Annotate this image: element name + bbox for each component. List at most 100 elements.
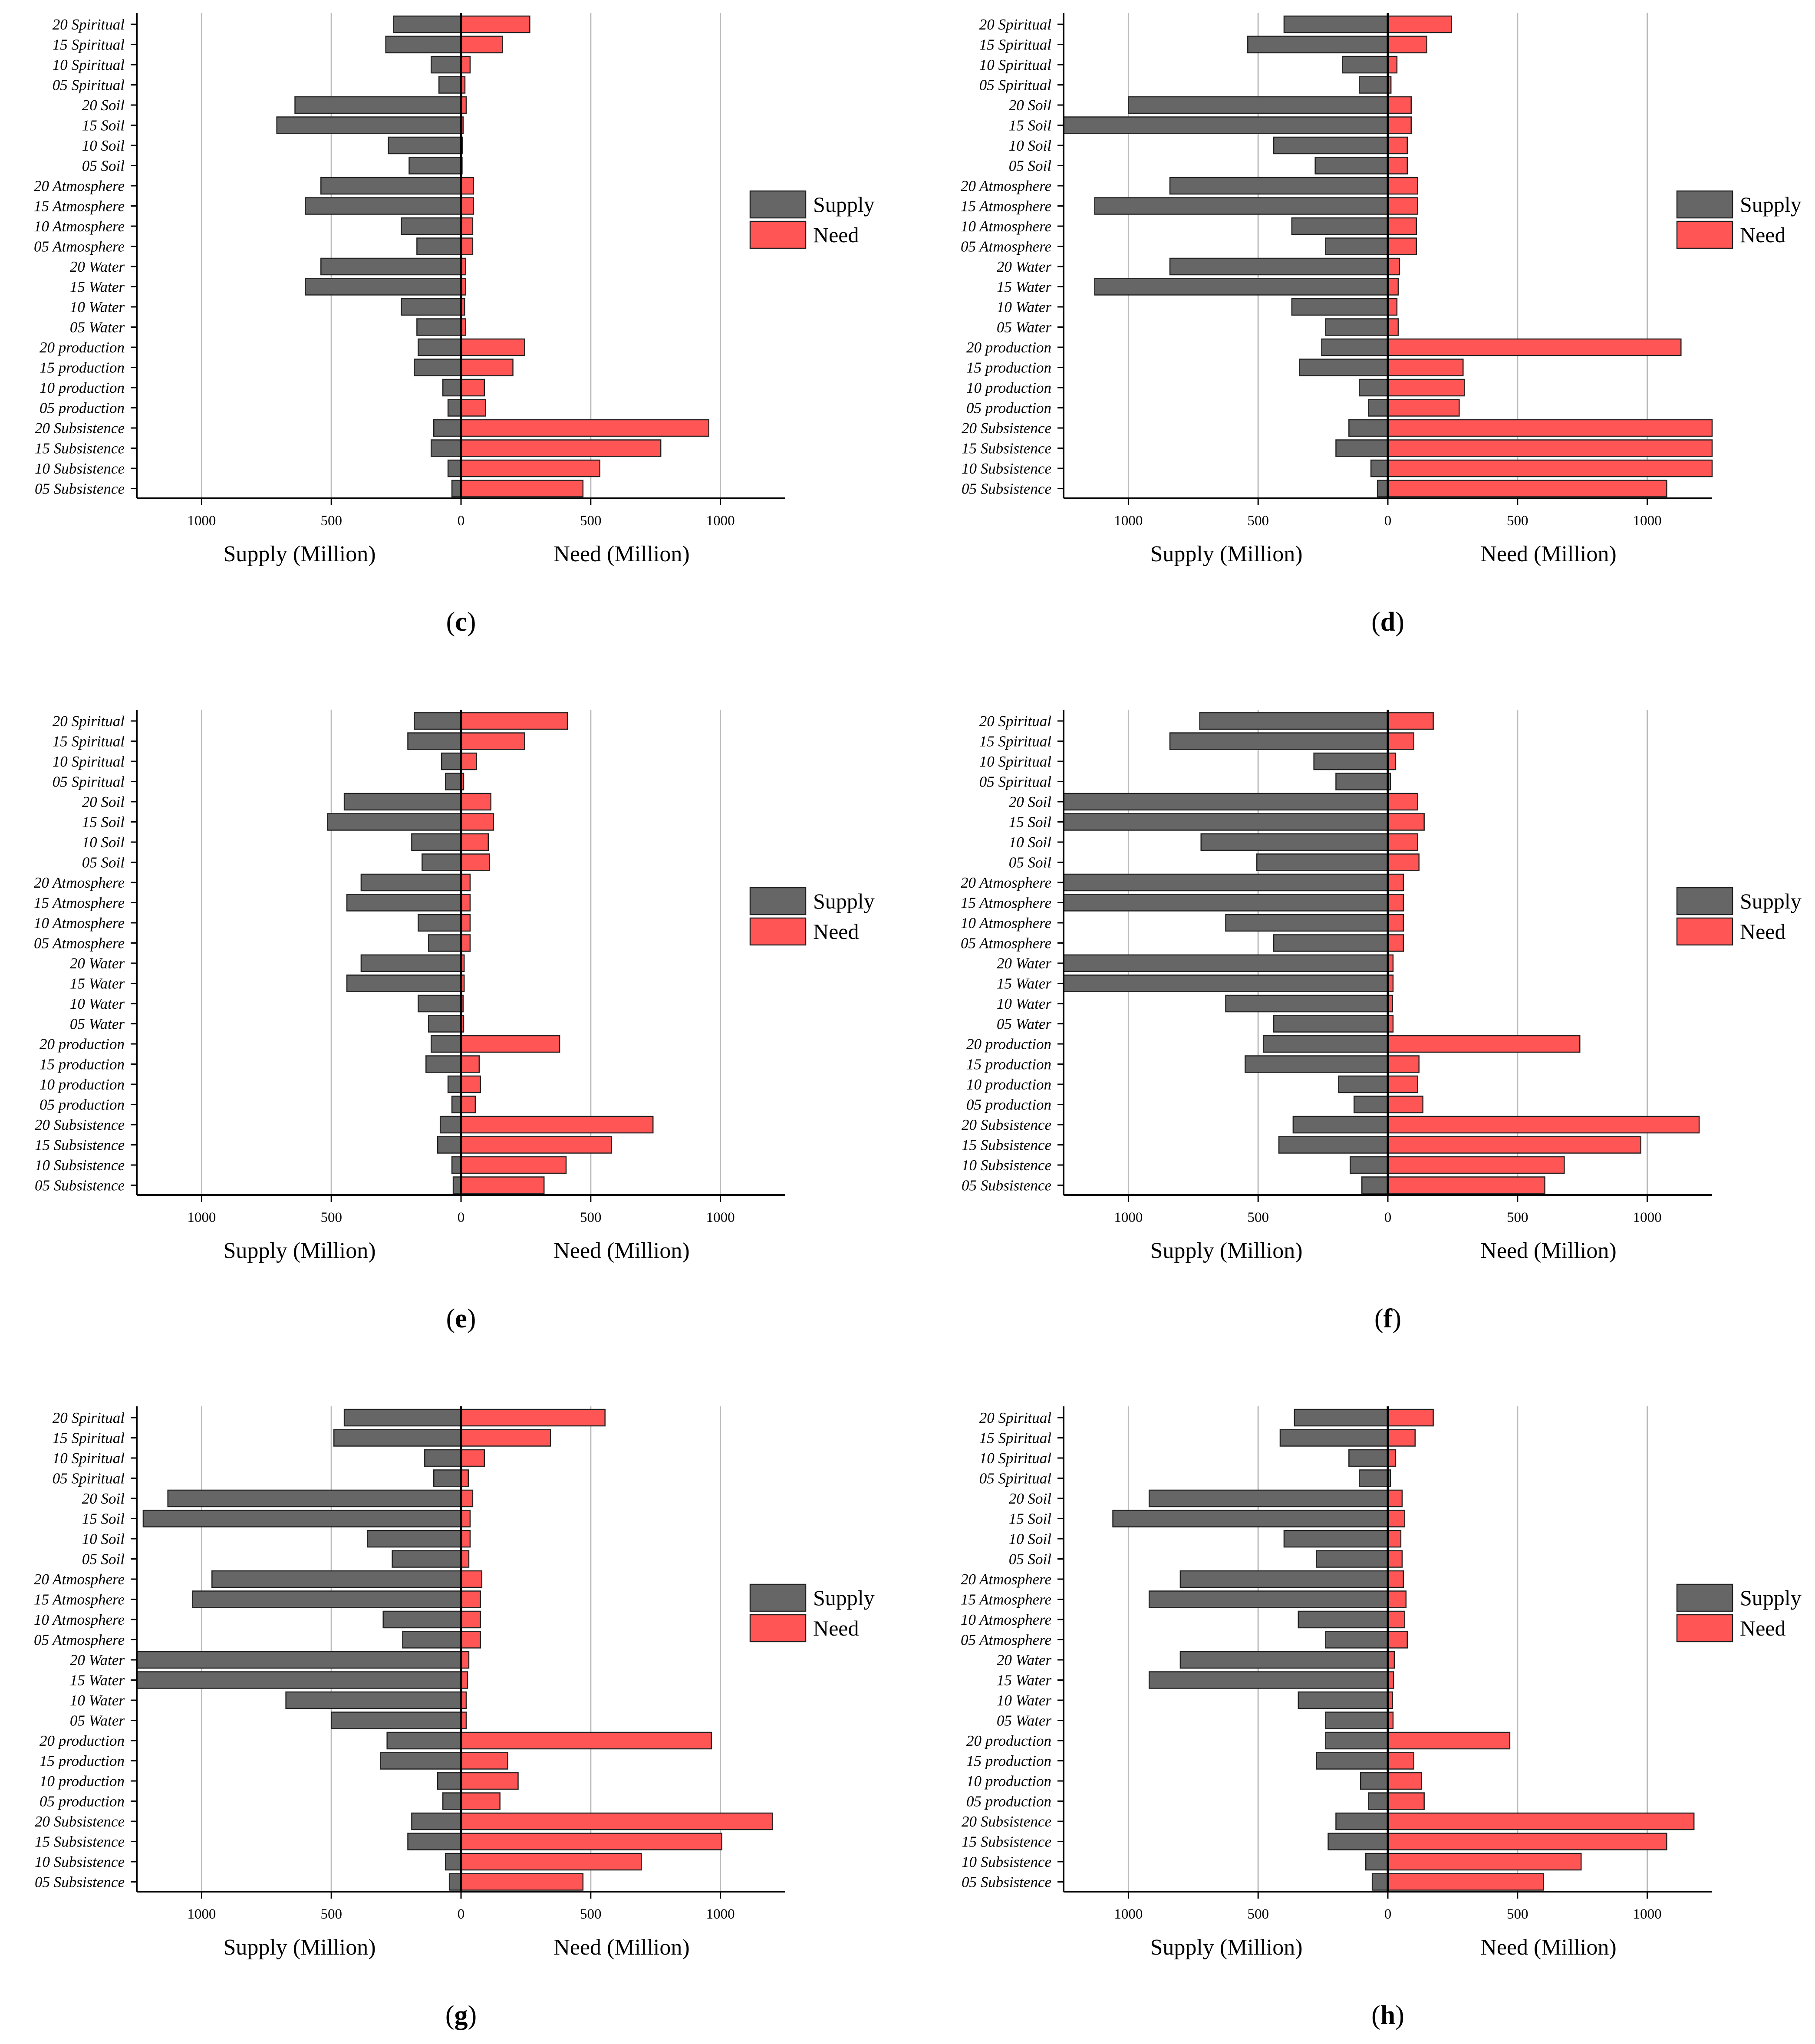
category-label: 10 Water	[997, 995, 1051, 1012]
need-bar	[460, 1752, 508, 1770]
supply-bar	[1148, 1489, 1389, 1507]
supply-bar	[437, 1136, 462, 1154]
category-label: 05 Subsistence	[962, 1874, 1051, 1891]
need-bar	[460, 1489, 474, 1507]
category-label: 10 Atmosphere	[34, 1611, 125, 1628]
need-bar	[460, 1176, 545, 1194]
supply-bar	[1063, 813, 1389, 831]
need-bar	[1387, 480, 1667, 497]
supply-bar	[1225, 914, 1389, 932]
supply-bar	[1128, 96, 1389, 114]
category-label: 05 Spiritual	[53, 77, 125, 94]
x-tick-label: 500	[1507, 513, 1528, 529]
category-label: 15 Water	[997, 975, 1051, 992]
supply-bar	[1094, 278, 1389, 296]
need-bar	[460, 1772, 519, 1790]
category-label: 10 production	[40, 1076, 125, 1093]
category-label: 10 Water	[70, 299, 125, 316]
supply-bar	[1283, 1530, 1389, 1548]
x-tick-label: 1000	[1114, 1906, 1143, 1922]
x-tick-label: 0	[458, 1210, 465, 1225]
supply-bar	[211, 1570, 462, 1588]
supply-bar	[445, 1853, 462, 1871]
need-bar	[460, 36, 503, 53]
need-bar	[1387, 278, 1399, 296]
need-bar	[1387, 1075, 1418, 1093]
supply-bar	[167, 1489, 462, 1507]
need-bar	[460, 1156, 567, 1174]
category-label: 05 Spiritual	[979, 773, 1051, 790]
x-axis-label-supply: Supply (Million)	[223, 1238, 376, 1263]
need-bar	[1387, 914, 1404, 932]
x-axis-label-supply: Supply (Million)	[1150, 1238, 1302, 1263]
category-label: 15 production	[966, 359, 1051, 376]
need-bar	[1387, 1853, 1582, 1871]
need-bar	[460, 1510, 471, 1527]
x-tick-label: 500	[320, 1906, 342, 1922]
need-bar	[1387, 1136, 1641, 1154]
need-bar	[1387, 56, 1398, 74]
category-label: 05 production	[966, 1793, 1051, 1810]
category-label: 15 Atmosphere	[961, 198, 1051, 215]
category-label: 10 Water	[997, 299, 1051, 316]
supply-bar	[385, 36, 462, 53]
category-label: 05 Spiritual	[53, 773, 125, 790]
need-bar	[1387, 813, 1425, 831]
supply-bar	[1291, 217, 1389, 235]
category-label: 20 Subsistence	[962, 420, 1051, 437]
supply-bar	[1313, 752, 1389, 770]
need-bar	[1387, 439, 1713, 457]
supply-bar	[1361, 1176, 1389, 1194]
category-label: 05 production	[40, 1793, 125, 1810]
supply-bar	[1316, 1550, 1389, 1568]
category-label: 05 Water	[70, 1016, 125, 1033]
supply-bar	[285, 1691, 462, 1709]
need-bar	[1387, 712, 1434, 730]
category-label: 05 Atmosphere	[34, 238, 125, 255]
legend-swatch-supply	[1676, 1583, 1733, 1612]
need-bar	[1387, 1409, 1434, 1427]
x-tick-label: 1000	[187, 1906, 216, 1922]
x-axis-label-supply: Supply (Million)	[1150, 1935, 1302, 1960]
category-label: 20 Subsistence	[35, 1813, 125, 1830]
legend-label-supply: Supply	[1740, 1586, 1802, 1610]
category-label: 20 Spiritual	[979, 713, 1051, 730]
category-label: 20 Atmosphere	[34, 178, 125, 194]
need-bar	[460, 1873, 584, 1891]
category-label: 05 Spiritual	[53, 1470, 125, 1487]
need-bar	[1387, 1176, 1545, 1194]
supply-bar	[386, 1731, 462, 1750]
category-label: 20 Water	[70, 258, 125, 275]
supply-bar	[1063, 894, 1389, 912]
category-label: 15 Subsistence	[962, 1833, 1051, 1850]
category-label: 10 Atmosphere	[961, 218, 1051, 235]
supply-bar	[1316, 1752, 1389, 1770]
need-bar	[460, 1853, 642, 1871]
supply-bar	[428, 934, 462, 952]
category-label: 20 Water	[70, 1652, 125, 1669]
supply-bar	[1148, 1590, 1389, 1608]
category-label: 05 Water	[70, 319, 125, 336]
supply-bar	[431, 439, 462, 457]
supply-bar	[433, 1469, 462, 1487]
supply-bar	[451, 480, 462, 497]
x-tick-label: 0	[458, 1906, 465, 1922]
category-label: 05 Soil	[82, 1551, 125, 1568]
x-axis-label-need: Need (Million)	[1480, 1935, 1616, 1960]
need-bar	[460, 712, 568, 730]
supply-bar	[1179, 1651, 1389, 1669]
supply-bar	[1299, 359, 1389, 376]
need-bar	[1387, 1752, 1415, 1770]
category-label: 05 Atmosphere	[34, 1632, 125, 1649]
supply-bar	[401, 298, 462, 316]
category-label: 05 Subsistence	[962, 481, 1051, 497]
need-bar	[460, 1469, 469, 1487]
x-tick-label: 500	[320, 513, 342, 529]
category-label: 05 Subsistence	[35, 1177, 125, 1194]
supply-bar	[1350, 1156, 1389, 1174]
category-label: 10 Atmosphere	[961, 1611, 1051, 1628]
category-label: 10 Subsistence	[35, 1157, 125, 1174]
category-label: 15 Water	[997, 279, 1051, 296]
x-tick-label: 1000	[187, 513, 216, 529]
supply-bar	[1179, 1570, 1389, 1588]
